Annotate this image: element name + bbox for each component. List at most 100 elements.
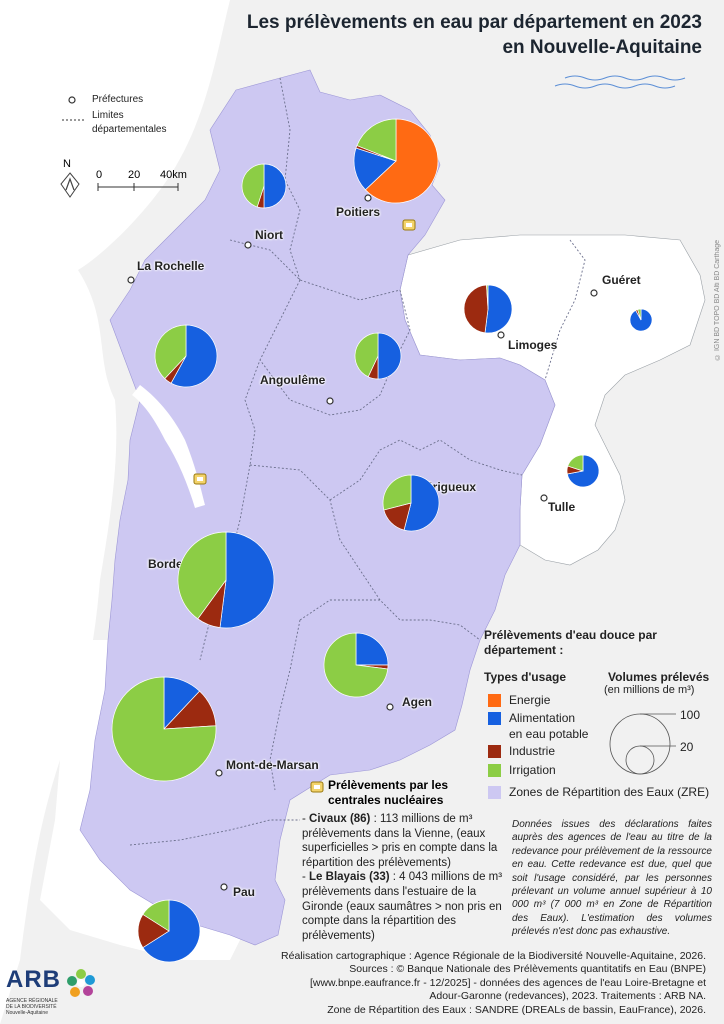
pie-slice-irrigation	[382, 474, 412, 511]
logo-subtitle: AGENCE RÉGIONALE DE LA BIODIVERSITÉ Nouv…	[6, 998, 76, 1016]
title-line-1: Les prélèvements en eau par département …	[246, 12, 702, 33]
city-label-mont-de-marsan: Mont-de-Marsan	[226, 758, 319, 772]
pie-slice-irrigation	[354, 332, 379, 378]
pie-pyr-n-es-atlantiques	[137, 899, 201, 963]
ocean	[0, 0, 230, 1024]
pie-charente	[354, 332, 402, 380]
pie-slice-eau_potable	[263, 163, 287, 209]
usage-legend-panel: Prélèvements d'eau douce par département…	[478, 622, 714, 808]
map-title: Les prélèvements en eau par département …	[247, 10, 702, 60]
title-line-2: en Nouvelle-Aquitaine	[502, 37, 702, 58]
logo-name: ARB	[6, 966, 61, 993]
scale-bar	[97, 183, 179, 191]
credit-line-2: Sources : © Banque Nationale des Prélève…	[349, 963, 706, 976]
city-label-poitiers: Poitiers	[336, 205, 381, 219]
waves-decoration	[554, 75, 686, 89]
logo-line-3: Nouvelle-Aquitaine	[6, 1010, 48, 1016]
label-energie: Energie	[509, 693, 551, 707]
north-arrow-icon	[60, 172, 80, 198]
types-title: Types d'usage	[484, 670, 566, 684]
pie-haute-vienne	[463, 284, 513, 334]
credit-line-1: Réalisation cartographique : Agence Régi…	[281, 950, 706, 962]
pie-slice-irrigation	[637, 308, 642, 321]
civaux-name: Civaux (86)	[309, 813, 371, 825]
gironde-estuary	[132, 385, 205, 508]
city-label-tulle: Tulle	[548, 500, 576, 514]
nuclear-plant-blayais-icon	[193, 473, 207, 485]
volumes-unit: (en millions de m³)	[604, 684, 695, 696]
pie-dordogne	[382, 474, 440, 532]
pie-slice-irrigation	[323, 632, 389, 698]
nuclear-title: Prélèvements par les centrales nucléaire…	[328, 778, 448, 808]
pie-slice-irrigation	[241, 163, 265, 208]
scale-label-0: 0	[96, 169, 103, 181]
volume-reference-circles	[609, 713, 676, 775]
city-label-gueret: Guéret	[602, 273, 641, 287]
north-label: N	[63, 158, 71, 170]
civaux-text: : 113 millions de m³ prélèvements dans l…	[302, 813, 498, 869]
blayais-name: Le Blayais (33)	[309, 871, 390, 884]
prefecture-symbol-icon	[68, 96, 76, 104]
arb-logo: ARB AGENCE RÉGIONALE DE LA BIODIVERSITÉ …	[6, 966, 96, 1020]
nuclear-legend-icon	[310, 781, 324, 793]
legend-prefectures-label: Préfectures	[92, 94, 144, 105]
pie-creuse	[629, 308, 653, 332]
swatch-zre	[488, 786, 501, 799]
pie-slice-irrigation	[567, 454, 584, 472]
swatch-energie	[488, 694, 501, 707]
volumes-title: Volumes prélevés	[608, 670, 710, 684]
pie-slice-eau_potable	[484, 284, 513, 334]
pie-slice-industrie	[463, 284, 489, 334]
credit-line-4: Adour-Garonne (redevances), 2023. Traite…	[429, 990, 706, 1003]
swatch-eau-potable	[488, 712, 501, 725]
pie-slice-eau_potable	[142, 899, 201, 963]
pie-slice-eau_potable	[377, 332, 402, 380]
label-eau-potable: en eau potable	[509, 727, 589, 741]
nuclear-title-line-1: Prélèvements par les	[328, 778, 449, 792]
side-credit: © IGN BD TOPO BD Alti BD Carthage	[714, 240, 721, 360]
pie-slice-eau_potable	[219, 531, 275, 629]
logo-line-2: DE LA BIODIVERSITÉ	[6, 1004, 57, 1010]
pie-slice-energie	[364, 118, 439, 204]
legend-limits-label-2: départementales	[92, 124, 167, 135]
pie-slice-eau_potable	[353, 147, 397, 191]
pie-landes	[111, 676, 217, 782]
credit-line-5: Zone de Répartition des Eaux : SANDRE (D…	[327, 1003, 706, 1016]
volume-ref-20: 20	[680, 740, 694, 754]
scale-label-40km: 40km	[160, 169, 187, 181]
nuclear-title-line-2: centrales nucléaires	[328, 793, 444, 807]
pie-corr-ze	[566, 454, 600, 488]
pie-slice-eau_potable	[355, 632, 389, 666]
swatch-industrie	[488, 745, 501, 758]
pie-slice-irrigation	[111, 676, 217, 782]
map-legend: Préfectures Limites départementales	[58, 86, 176, 146]
pie-charente-maritime	[154, 324, 218, 388]
department-limits	[129, 77, 586, 846]
city-label-limoges: Limoges	[508, 338, 558, 352]
pie-slice-irrigation	[356, 118, 397, 162]
legend-limits-label-1: Limites	[92, 110, 124, 121]
nuclear-plant-civaux-icon	[402, 219, 416, 231]
nuclear-description: - Civaux (86) : 113 millions de m³ prélè…	[302, 813, 503, 942]
logo-flower-icon	[67, 969, 95, 997]
blayais-text: : 4 043 millions de m³ prélèvements dans…	[302, 871, 503, 942]
pie-slice-irrigation	[142, 899, 170, 932]
label-irrigation: Irrigation	[509, 763, 556, 777]
pie-slice-irrigation	[154, 324, 187, 380]
pie-gironde	[177, 531, 275, 629]
city-label-agen: Agen	[402, 695, 432, 709]
logo-line-1: AGENCE RÉGIONALE	[6, 998, 58, 1004]
scale-label-20: 20	[128, 169, 141, 181]
label-industrie: Industrie	[509, 744, 556, 758]
pie-deux-s-vres	[241, 163, 287, 209]
usage-legend-heading: Prélèvements d'eau douce par département…	[484, 628, 657, 657]
data-note: Données issues des déclarations faites a…	[512, 819, 712, 938]
city-label-niort: Niort	[255, 228, 283, 242]
pie-slice-irrigation	[486, 284, 489, 310]
city-label-pau: Pau	[233, 885, 256, 899]
credit-line-3: [www.bnpe.eaufrance.fr - 12/2025] - donn…	[309, 976, 706, 989]
pie-vienne	[353, 118, 439, 204]
city-label-angouleme: Angoulême	[260, 373, 326, 387]
label-alimentation: Alimentation	[509, 711, 576, 725]
